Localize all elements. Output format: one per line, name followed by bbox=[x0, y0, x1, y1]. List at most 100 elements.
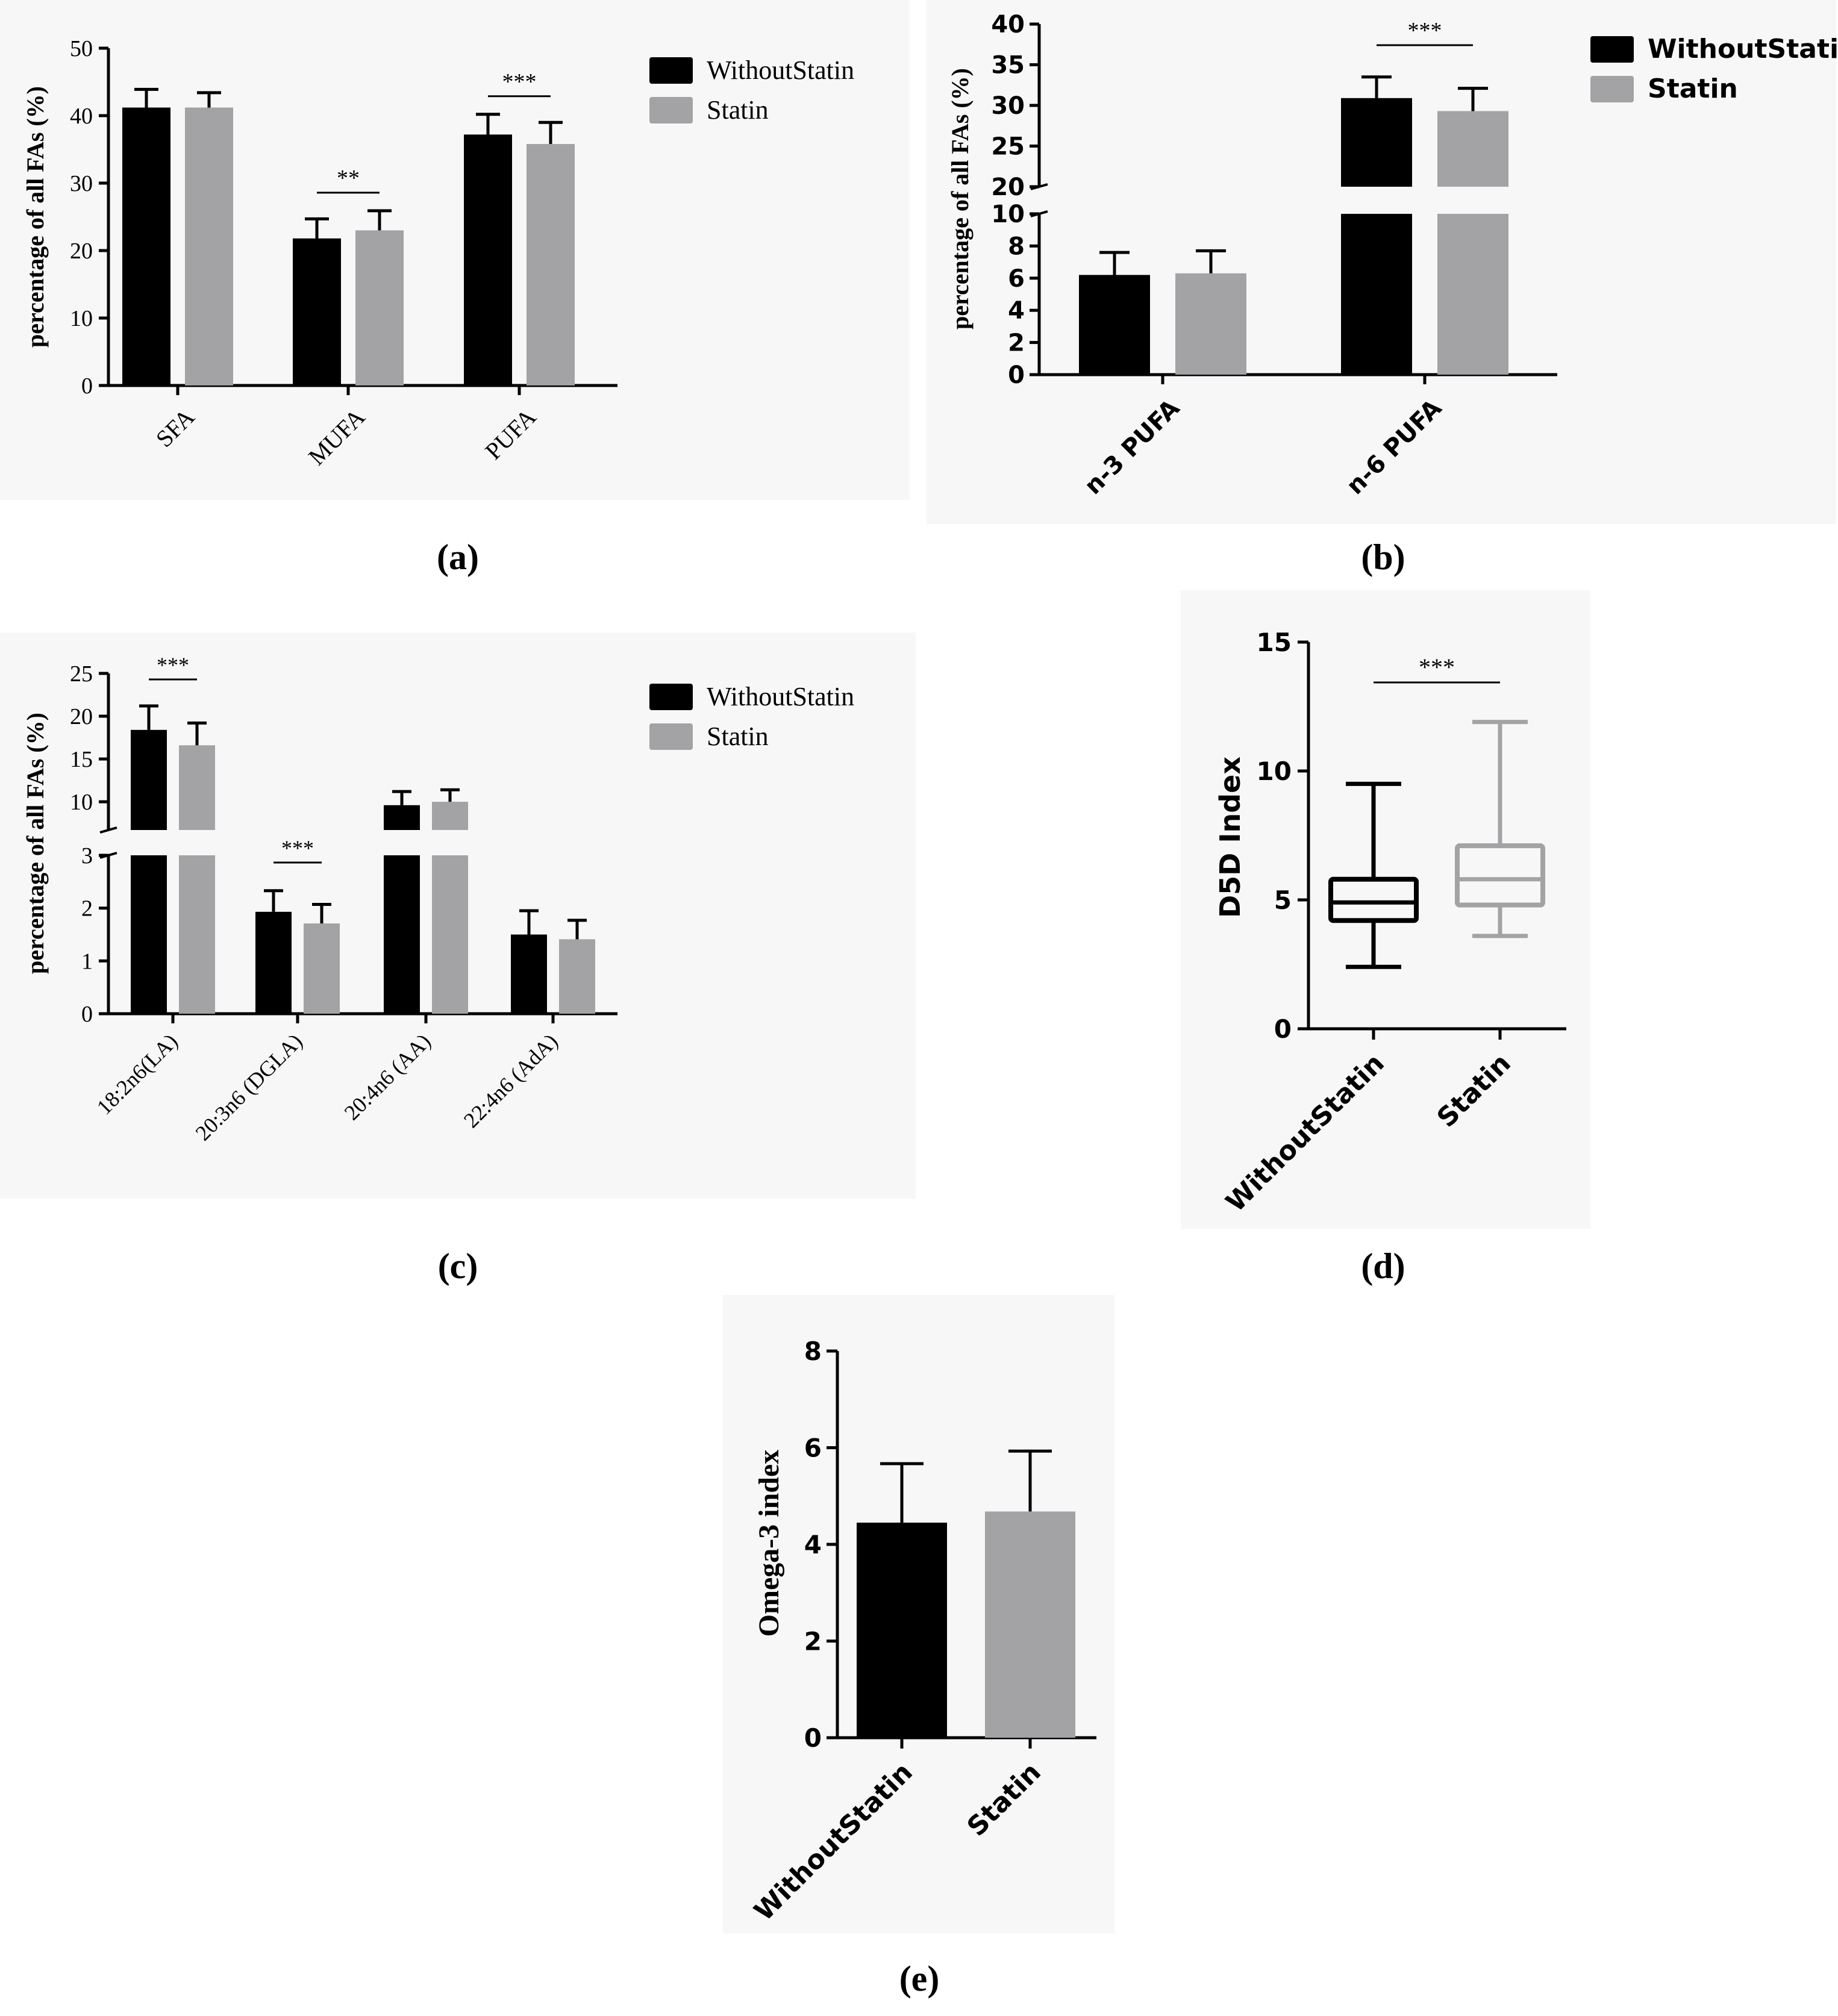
y-tick-label: 8 bbox=[1008, 232, 1025, 260]
y-tick-label: 1 bbox=[81, 949, 93, 974]
significance-label: *** bbox=[281, 836, 314, 860]
error-bar bbox=[1099, 251, 1130, 275]
y-axis-label: Omega-3 index bbox=[753, 1450, 785, 1637]
box bbox=[1455, 843, 1545, 908]
bar-withoutstatin bbox=[1341, 98, 1412, 187]
y-tick-label: 20 bbox=[70, 704, 93, 729]
error-bar bbox=[1458, 87, 1488, 111]
legend-label: Statin bbox=[707, 722, 769, 751]
error-bar bbox=[264, 889, 283, 912]
y-tick-label: 2 bbox=[81, 896, 93, 922]
bar-withoutstatin bbox=[511, 934, 547, 1014]
bar-statin bbox=[179, 745, 215, 830]
bar-withoutstatin bbox=[1341, 214, 1412, 375]
significance-marker: *** bbox=[1374, 654, 1500, 684]
y-tick-label: 10 bbox=[991, 201, 1025, 228]
y-tick-label: 25 bbox=[991, 133, 1025, 161]
legend-swatch bbox=[1590, 36, 1634, 63]
y-tick-label: 4 bbox=[804, 1530, 822, 1559]
legend-label: Statin bbox=[707, 95, 769, 125]
significance-marker: *** bbox=[149, 653, 197, 681]
bar-statin bbox=[355, 230, 404, 385]
error-bar bbox=[880, 1462, 924, 1523]
panel-label: (d) bbox=[1361, 1246, 1405, 1286]
legend-swatch bbox=[649, 57, 693, 84]
legend-swatch bbox=[649, 97, 693, 123]
error-bar bbox=[187, 721, 207, 746]
legend-label: WithoutStatin bbox=[707, 55, 854, 85]
y-axis-label: D5D Index bbox=[1214, 757, 1246, 918]
y-tick-label: 2 bbox=[804, 1627, 822, 1656]
y-tick-label: 0 bbox=[81, 1002, 93, 1027]
y-tick-label: 10 bbox=[70, 790, 93, 815]
error-bar bbox=[305, 217, 329, 239]
error-bar bbox=[1008, 1449, 1052, 1512]
panel-label: (b) bbox=[1361, 537, 1405, 577]
y-tick-label: 40 bbox=[70, 104, 93, 129]
error-bar bbox=[440, 788, 460, 802]
significance-marker: *** bbox=[488, 69, 551, 98]
y-tick-label: 4 bbox=[1008, 297, 1025, 325]
error-bar bbox=[567, 919, 587, 940]
y-tick-label: 3 bbox=[81, 843, 93, 869]
y-tick-label: 0 bbox=[1008, 361, 1025, 389]
y-tick-label: 30 bbox=[991, 92, 1025, 120]
legend: WithoutStatin Statin bbox=[1590, 34, 1838, 104]
error-bar bbox=[1361, 75, 1392, 98]
significance-marker: *** bbox=[274, 836, 322, 864]
legend-swatch bbox=[649, 684, 693, 710]
y-axis-label: percentage of all FAs (%) bbox=[946, 68, 974, 329]
legend-swatch bbox=[1590, 76, 1634, 102]
bar-withoutstatin bbox=[255, 911, 292, 1014]
bar-statin bbox=[304, 923, 340, 1014]
error-bar bbox=[519, 909, 539, 935]
y-tick-label: 20 bbox=[991, 173, 1025, 201]
significance-marker: ** bbox=[317, 166, 380, 194]
y-tick-label: 10 bbox=[70, 306, 93, 331]
error-bar bbox=[392, 790, 411, 805]
bar-withoutstatin bbox=[1079, 275, 1150, 375]
significance-label: ** bbox=[337, 166, 360, 191]
significance-marker: *** bbox=[1377, 18, 1473, 46]
bar-withoutstatin bbox=[384, 805, 420, 830]
bar-withoutstatin bbox=[384, 855, 420, 1014]
bar-withoutstatin bbox=[857, 1522, 947, 1738]
bar-withoutstatin bbox=[122, 107, 170, 385]
panel-label: (e) bbox=[899, 1959, 940, 1999]
y-tick-label: 50 bbox=[70, 36, 93, 61]
legend-label: WithoutStatin bbox=[707, 682, 854, 711]
bar-withoutstatin bbox=[293, 238, 341, 385]
error-bar bbox=[197, 91, 221, 108]
significance-label: *** bbox=[1419, 654, 1455, 681]
significance-label: *** bbox=[157, 653, 189, 677]
y-tick-label: 6 bbox=[1008, 265, 1025, 293]
bar-statin bbox=[185, 107, 233, 385]
legend: WithoutStatin Statin bbox=[649, 682, 854, 751]
y-tick-label: 0 bbox=[1274, 1014, 1292, 1044]
bar-statin bbox=[559, 939, 595, 1014]
error-bar bbox=[539, 120, 563, 145]
y-tick-label: 2 bbox=[1008, 329, 1025, 357]
error-bar bbox=[312, 903, 331, 924]
error-bar bbox=[1196, 249, 1226, 273]
bar-statin bbox=[1437, 111, 1508, 187]
bar-statin bbox=[1175, 273, 1246, 375]
legend-swatch bbox=[649, 723, 693, 750]
significance-label: *** bbox=[1408, 18, 1442, 43]
legend-label: Statin bbox=[1648, 73, 1738, 104]
y-tick-label: 0 bbox=[81, 373, 93, 399]
y-tick-label: 6 bbox=[804, 1434, 822, 1463]
bar-statin bbox=[527, 144, 575, 386]
legend-label: WithoutStatin bbox=[1648, 34, 1838, 64]
y-tick-label: 30 bbox=[70, 171, 93, 196]
error-bar bbox=[139, 704, 158, 730]
y-tick-label: 5 bbox=[1274, 885, 1292, 915]
error-bar bbox=[367, 209, 392, 231]
y-tick-label: 20 bbox=[70, 239, 93, 264]
box bbox=[1328, 876, 1419, 923]
bar-withoutstatin bbox=[131, 729, 167, 830]
